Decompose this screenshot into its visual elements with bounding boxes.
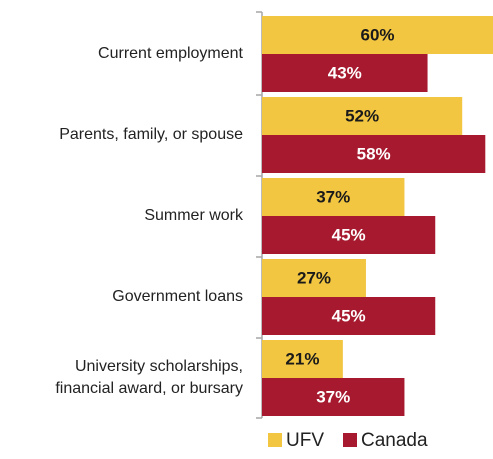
bar (262, 97, 463, 135)
category-label: Summer work (144, 207, 244, 224)
bar (262, 216, 436, 254)
bar (262, 340, 343, 378)
data-label: 45% (332, 225, 366, 244)
category-label: Government loans (112, 288, 243, 305)
data-label: 52% (345, 106, 379, 125)
data-label: 43% (328, 63, 362, 82)
legend-label: Canada (361, 430, 428, 451)
data-label: 37% (316, 187, 350, 206)
axis (256, 11, 263, 419)
data-label: 58% (357, 144, 391, 163)
data-label: 37% (316, 387, 350, 406)
legend-swatch (268, 433, 282, 447)
bar (262, 297, 436, 335)
bar (262, 378, 405, 416)
bar (262, 259, 366, 297)
bar (262, 178, 405, 216)
category-label: University scholarships, financial award,… (55, 358, 243, 397)
legend-swatch (343, 433, 357, 447)
data-label: 45% (332, 306, 366, 325)
data-label: 21% (285, 349, 319, 368)
bar (262, 54, 428, 92)
data-label: 27% (297, 268, 331, 287)
category-label: Parents, family, or spouse (59, 126, 243, 143)
data-label: 60% (360, 25, 394, 44)
legend-label: UFV (286, 430, 324, 451)
category-label: Current employment (98, 45, 244, 62)
bar (262, 135, 486, 173)
bar (262, 16, 493, 54)
